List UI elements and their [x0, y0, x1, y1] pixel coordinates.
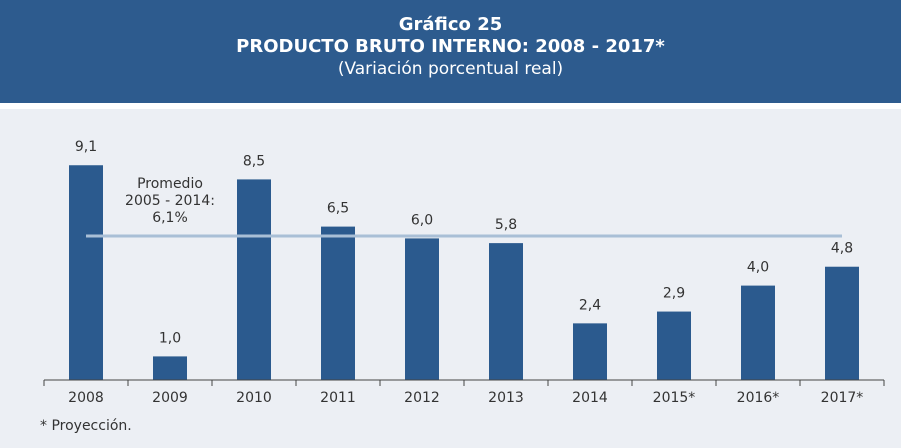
data-label: 2,9	[663, 286, 685, 302]
data-label: 9,1	[75, 139, 97, 155]
data-label: 6,5	[327, 201, 349, 217]
chart-title: Gráfico 25	[398, 14, 503, 35]
x-tick-label: 2011	[320, 390, 356, 406]
bar	[657, 311, 691, 380]
header: Gráfico 25 PRODUCTO BRUTO INTERNO: 2008 …	[0, 0, 901, 103]
x-tick-label: 2015*	[653, 390, 696, 406]
bar	[321, 226, 355, 380]
bar	[573, 323, 607, 380]
annotation: Promedio	[137, 176, 203, 192]
footnote: * Proyección.	[40, 418, 132, 434]
bar	[405, 238, 439, 380]
x-tick-label: 2014	[572, 390, 608, 406]
annotation: 6,1%	[152, 210, 188, 226]
data-label: 4,8	[831, 241, 853, 257]
x-tick-label: 2008	[68, 390, 104, 406]
bar	[825, 266, 859, 380]
bar	[237, 179, 271, 380]
x-tick-label: 2016*	[737, 390, 780, 406]
annotation: 2005 - 2014:	[125, 193, 215, 209]
chart-subtitle: (Variación porcentual real)	[337, 59, 564, 79]
data-label: 6,0	[411, 212, 433, 228]
x-tick-label: 2010	[236, 390, 272, 406]
x-tick-label: 2017*	[821, 390, 864, 406]
bar	[741, 285, 775, 380]
data-label: 1,0	[159, 330, 181, 346]
chart-title: PRODUCTO BRUTO INTERNO: 2008 - 2017*	[236, 36, 665, 57]
data-label: 4,0	[747, 260, 769, 276]
bar	[489, 243, 523, 380]
x-tick-label: 2013	[488, 390, 524, 406]
bar	[69, 165, 103, 380]
background	[0, 109, 901, 448]
x-tick-label: 2009	[152, 390, 188, 406]
chart: * Proyección. 9,1 2008 1,0 2009 8,5 2010 6,5 20…	[0, 109, 901, 448]
data-label: 2,4	[579, 297, 601, 313]
data-label: 5,8	[495, 217, 517, 233]
x-tick-label: 2012	[404, 390, 440, 406]
bar	[153, 356, 187, 380]
data-label: 8,5	[243, 153, 265, 169]
